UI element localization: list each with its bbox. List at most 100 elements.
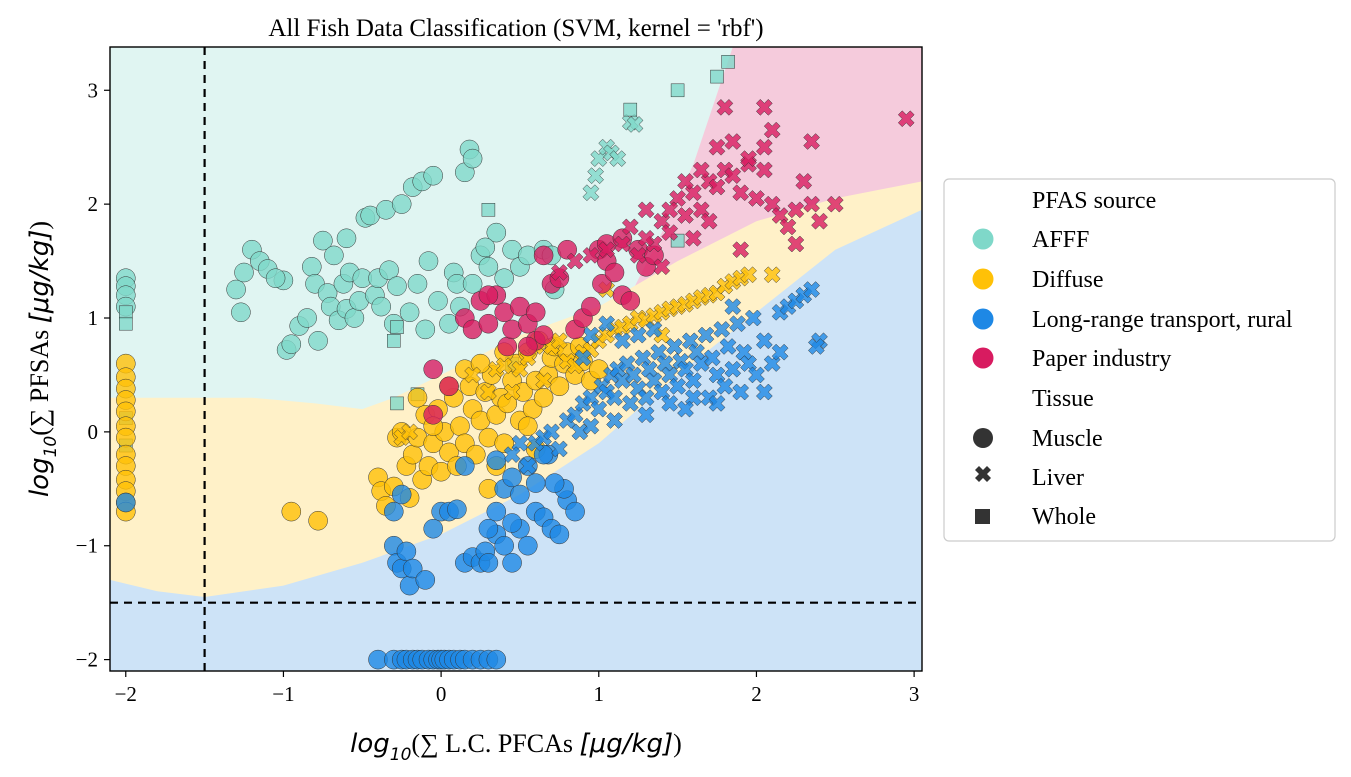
data-point-paper-industry-liver — [685, 229, 702, 247]
data-point-long-range-transport-rural-muscle — [502, 467, 522, 488]
data-point-paper-industry-liver — [803, 195, 820, 213]
data-point-paper-industry-muscle — [478, 313, 499, 334]
data-point-long-range-transport-rural-liver — [724, 298, 742, 315]
data-point-afff-muscle — [344, 308, 365, 328]
data-point-long-range-transport-rural-muscle — [384, 501, 404, 522]
data-point-paper-industry-liver — [708, 138, 726, 156]
data-point-paper-industry-liver — [724, 167, 742, 185]
data-point-long-range-transport-rural-liver — [732, 383, 750, 401]
data-point-diffuse-muscle — [402, 444, 423, 465]
legend-box — [943, 178, 1336, 542]
data-point-long-range-transport-rural-muscle — [415, 570, 436, 590]
data-point-afff-liver — [626, 116, 644, 133]
y-tick-label: −1 — [76, 534, 98, 558]
data-point-long-range-transport-rural-liver — [677, 400, 694, 418]
x-tick-label: 1 — [594, 682, 605, 706]
data-point-long-range-transport-rural-muscle — [544, 473, 565, 493]
data-point-afff-muscle — [462, 148, 483, 169]
data-point-paper-industry-liver — [661, 201, 679, 219]
legend-liver-label: Liver — [1032, 465, 1084, 491]
data-point-paper-industry-muscle — [497, 336, 518, 357]
y-tick-label: 3 — [88, 78, 99, 102]
data-point-afff-muscle — [428, 291, 448, 311]
data-point-diffuse-liver — [401, 423, 418, 441]
data-point-long-range-transport-rural-liver — [808, 338, 825, 355]
data-point-long-range-transport-rural-liver — [543, 423, 560, 441]
data-point-long-range-transport-rural-muscle — [486, 450, 507, 471]
data-point-long-range-transport-rural-muscle — [486, 649, 507, 670]
data-point-long-range-transport-rural-liver — [703, 349, 721, 367]
y-axis-label: log10(∑ PFSAs [μg/kg]) — [25, 221, 61, 497]
y-tick-label: 1 — [88, 306, 99, 330]
data-point-paper-industry-liver — [637, 201, 655, 219]
data-point-paper-industry-liver — [677, 173, 694, 190]
data-point-long-range-transport-rural-muscle — [116, 492, 136, 513]
data-point-afff-whole — [390, 320, 404, 334]
data-point-paper-industry-liver — [740, 150, 757, 167]
data-point-diffuse-muscle — [116, 427, 136, 448]
data-point-afff-muscle — [399, 302, 420, 323]
data-point-long-range-transport-rural-muscle — [447, 499, 467, 520]
data-point-paper-industry-liver — [732, 184, 750, 202]
data-point-long-range-transport-rural-liver — [692, 355, 710, 372]
data-point-long-range-transport-rural-liver — [571, 423, 589, 441]
x-tick-label: 3 — [909, 682, 920, 706]
data-point-paper-industry-muscle — [604, 262, 625, 283]
data-point-paper-industry-liver — [692, 161, 710, 179]
data-point-paper-industry-muscle — [581, 296, 601, 317]
data-point-long-range-transport-rural-liver — [645, 321, 663, 338]
data-point-paper-industry-liver — [795, 173, 813, 190]
data-point-diffuse-liver — [535, 372, 552, 389]
data-point-afff-whole — [119, 305, 133, 320]
data-point-paper-industry-liver — [755, 138, 773, 156]
data-point-diffuse-muscle — [308, 510, 328, 531]
data-point-paper-industry-liver — [755, 161, 773, 179]
data-point-long-range-transport-rural-liver — [697, 326, 715, 344]
data-point-paper-industry-muscle — [592, 274, 612, 294]
x-label-text: L.C. PFCAs — [445, 729, 579, 758]
data-point-long-range-transport-rural-liver — [574, 349, 592, 367]
data-point-afff-muscle — [336, 228, 357, 249]
legend-long-range-marker — [972, 308, 994, 330]
data-point-long-range-transport-rural-liver — [724, 360, 742, 378]
data-point-afff-whole — [119, 316, 133, 331]
data-point-long-range-transport-rural-liver — [621, 395, 639, 412]
data-point-long-range-transport-rural-muscle — [494, 535, 514, 556]
data-point-long-range-transport-rural-muscle — [423, 518, 443, 539]
x-tick-label: 2 — [751, 682, 762, 706]
data-point-paper-industry-muscle — [423, 359, 443, 379]
data-point-paper-industry-muscle — [423, 405, 443, 425]
data-point-paper-industry-muscle — [518, 336, 538, 357]
data-point-paper-industry-liver — [661, 224, 679, 241]
data-point-afff-whole — [710, 69, 724, 84]
data-point-afff-muscle — [226, 279, 246, 300]
data-point-long-range-transport-rural-muscle — [486, 501, 507, 522]
data-point-paper-industry-liver — [755, 98, 773, 116]
data-point-long-range-transport-rural-muscle — [525, 473, 546, 493]
data-point-afff-muscle — [475, 237, 496, 258]
data-point-afff-muscle — [462, 274, 483, 294]
data-point-paper-industry-liver — [826, 195, 844, 213]
data-point-diffuse-liver — [551, 332, 568, 350]
data-point-afff-muscle — [478, 257, 499, 277]
data-point-afff-liver — [587, 167, 604, 185]
x-tick-label: −2 — [115, 682, 137, 706]
data-point-long-range-transport-rural-muscle — [391, 484, 412, 505]
data-point-afff-muscle — [486, 222, 507, 243]
data-point-long-range-transport-rural-muscle — [565, 501, 585, 522]
legend-afff-marker — [972, 228, 994, 250]
data-point-afff-whole — [670, 83, 685, 98]
legend-muscle-marker — [973, 428, 993, 448]
data-point-long-range-transport-rural-liver — [590, 400, 608, 418]
data-point-paper-industry-liver — [708, 178, 726, 196]
data-point-paper-industry-liver — [732, 241, 750, 259]
data-point-diffuse-muscle — [518, 416, 538, 436]
x-label-open: (∑ — [411, 729, 445, 758]
data-point-long-range-transport-rural-liver — [625, 366, 642, 384]
data-point-long-range-transport-rural-liver — [803, 281, 820, 298]
data-point-paper-industry-liver — [700, 212, 718, 230]
data-point-afff-whole — [481, 203, 496, 217]
data-point-long-range-transport-rural-liver — [637, 389, 655, 407]
data-point-long-range-transport-rural-liver — [519, 457, 537, 475]
legend-paper-label: Paper industry — [1032, 346, 1171, 372]
